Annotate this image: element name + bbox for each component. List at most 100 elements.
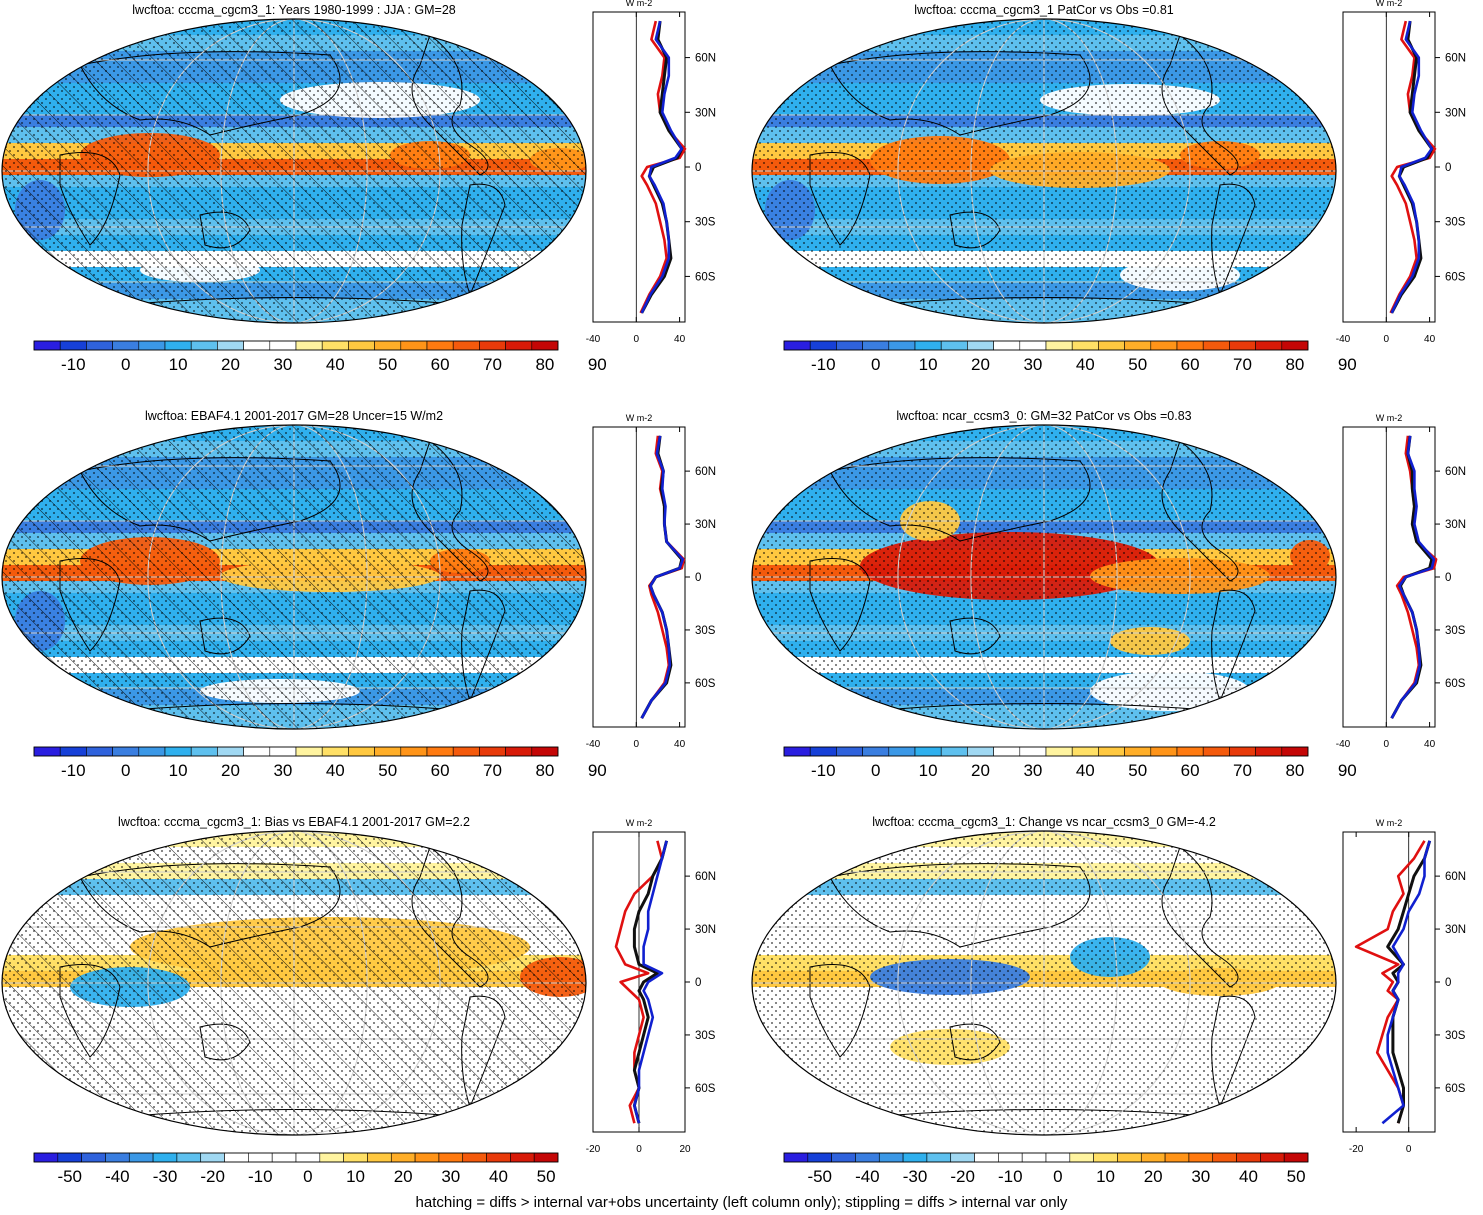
- profile-ytick-label: 60S: [695, 1083, 716, 1095]
- colorbar-swatch: [112, 340, 140, 351]
- colorbar-swatch: [452, 340, 480, 351]
- colorbar-swatch: [1021, 1152, 1047, 1163]
- colorbar-swatch: [783, 340, 811, 351]
- colorbar-tick-label: 10: [346, 1167, 365, 1186]
- colorbar-tick-label: -40: [855, 1167, 880, 1186]
- colorbar-tick-label: -50: [807, 1167, 832, 1186]
- colorbar-5: -50 -40 -30 -20 -10 0 10 20 30 40 50: [33, 1152, 559, 1186]
- stippling-overlay: [2, 425, 586, 729]
- colorbar-swatch: [1045, 746, 1073, 757]
- colorbar-tick-label: 0: [121, 761, 130, 780]
- colorbar-swatch: [1202, 746, 1230, 757]
- colorbar-swatch: [138, 746, 166, 757]
- colorbar-tick-label: 20: [221, 355, 240, 374]
- colorbar-tick-label: 80: [1285, 355, 1304, 374]
- profile-xtick-label: 0: [1384, 334, 1390, 345]
- colorbar-tick-label: 80: [535, 761, 554, 780]
- profile-unit-label: W m-2: [626, 413, 653, 423]
- colorbar-tick-label: 40: [1076, 761, 1095, 780]
- colorbar-swatch: [426, 746, 454, 757]
- colorbar-swatch: [452, 746, 480, 757]
- profile-series-line_obs: [632, 840, 669, 1124]
- colorbar-swatch: [950, 1152, 975, 1163]
- colorbar-tick-label: 80: [535, 355, 554, 374]
- colorbar-tick-label: 60: [431, 761, 450, 780]
- colorbar-tick-label: 90: [1338, 761, 1357, 780]
- colorbar-tick-label: 70: [483, 761, 502, 780]
- map-field: [2, 425, 586, 729]
- colorbar-swatch: [1281, 340, 1309, 351]
- colorbar-swatch: [1260, 1152, 1285, 1163]
- colorbar-swatch: [271, 1152, 297, 1163]
- colorbar-swatch: [1176, 340, 1204, 351]
- profile-xtick-label: 0: [1406, 1144, 1412, 1155]
- profile-ytick-label: 60S: [695, 678, 716, 690]
- colorbar-swatch: [33, 340, 61, 351]
- colorbar-tick-label: 90: [588, 761, 607, 780]
- colorbar-swatch: [190, 746, 218, 757]
- profile-ytick-label: 60S: [695, 271, 716, 283]
- colorbar-swatch: [505, 340, 533, 351]
- colorbar-swatch: [321, 340, 349, 351]
- colorbar-swatch: [1283, 1152, 1309, 1163]
- profile-unit-label: W m-2: [1376, 818, 1403, 828]
- map-panel-6: lwcftoa: cccma_cgcm3_1: Change vs ncar_c…: [751, 815, 1337, 1136]
- profile-xtick-label: -40: [586, 739, 601, 750]
- colorbar-tick-label: 70: [1233, 355, 1252, 374]
- colorbar-tick-label: 30: [441, 1167, 460, 1186]
- colorbar-swatch: [940, 746, 968, 757]
- map-field: [752, 425, 1336, 729]
- profile-ytick-label: 30N: [695, 107, 716, 119]
- colorbar-tick-label: -10: [811, 761, 836, 780]
- colorbar-swatch: [1164, 1152, 1190, 1163]
- colorbar-tick-label: -40: [105, 1167, 130, 1186]
- colorbar-frame: [33, 1152, 559, 1163]
- colorbar-tick-label: 90: [588, 355, 607, 374]
- colorbar-swatch: [878, 1152, 904, 1163]
- colorbar-swatch: [128, 1152, 154, 1163]
- map-frame: [751, 830, 1337, 1136]
- profile-ytick-label: 30S: [695, 1030, 716, 1042]
- stippling-overlay: [752, 19, 1336, 323]
- stippling-overlay: [2, 831, 586, 1135]
- colorbar-swatch: [374, 340, 402, 351]
- colorbar-tick-label: 0: [121, 355, 130, 374]
- colorbar-swatch: [164, 746, 192, 757]
- colorbar-swatch: [831, 1152, 856, 1163]
- colorbar-swatch: [319, 1152, 344, 1163]
- profile-xtick-label: 0: [636, 1144, 642, 1155]
- profile-ytick-label: 0: [1445, 572, 1451, 584]
- colorbar-2: -10 0 10 20 30 40 50 60 70 80 90: [783, 340, 1357, 374]
- colorbar-tick-label: 60: [431, 355, 450, 374]
- colorbar-tick-label: -10: [811, 355, 836, 374]
- colorbar-swatch: [993, 746, 1021, 757]
- colorbar-swatch: [400, 340, 428, 351]
- colorbar-swatch: [200, 1152, 225, 1163]
- map-frame: [751, 424, 1337, 730]
- colorbar-swatch: [414, 1152, 440, 1163]
- colorbar-swatch: [1093, 1152, 1118, 1163]
- colorbar-tick-label: -10: [61, 355, 86, 374]
- colorbar-tick-label: 60: [1181, 761, 1200, 780]
- profile-series-line_ref: [1381, 840, 1431, 1125]
- colorbar-tick-label: 50: [378, 355, 397, 374]
- colorbar-tick-label: 70: [1233, 761, 1252, 780]
- colorbar-swatch: [1150, 340, 1178, 351]
- profile-frame: [1342, 11, 1436, 323]
- colorbar-swatch: [1071, 340, 1099, 351]
- colorbar-swatch: [967, 746, 994, 757]
- colorbar-swatch: [809, 340, 837, 351]
- colorbar-swatch: [1236, 1152, 1261, 1163]
- colorbar-tick-label: -10: [248, 1167, 273, 1186]
- stippling-overlay: [2, 19, 586, 323]
- colorbar-swatch: [479, 746, 506, 757]
- colorbar-swatch: [888, 340, 916, 351]
- colorbar-tick-label: 10: [919, 761, 938, 780]
- colorbar-swatch: [974, 1152, 999, 1163]
- colorbar-tick-label: 0: [871, 355, 880, 374]
- colorbar-swatch: [248, 1152, 273, 1163]
- figure-footnote: hatching = diffs > internal var+obs unce…: [415, 1194, 1068, 1211]
- colorbar-tick-label: 10: [169, 355, 188, 374]
- profile-ytick-label: 30S: [695, 217, 716, 229]
- colorbar-swatch: [993, 340, 1021, 351]
